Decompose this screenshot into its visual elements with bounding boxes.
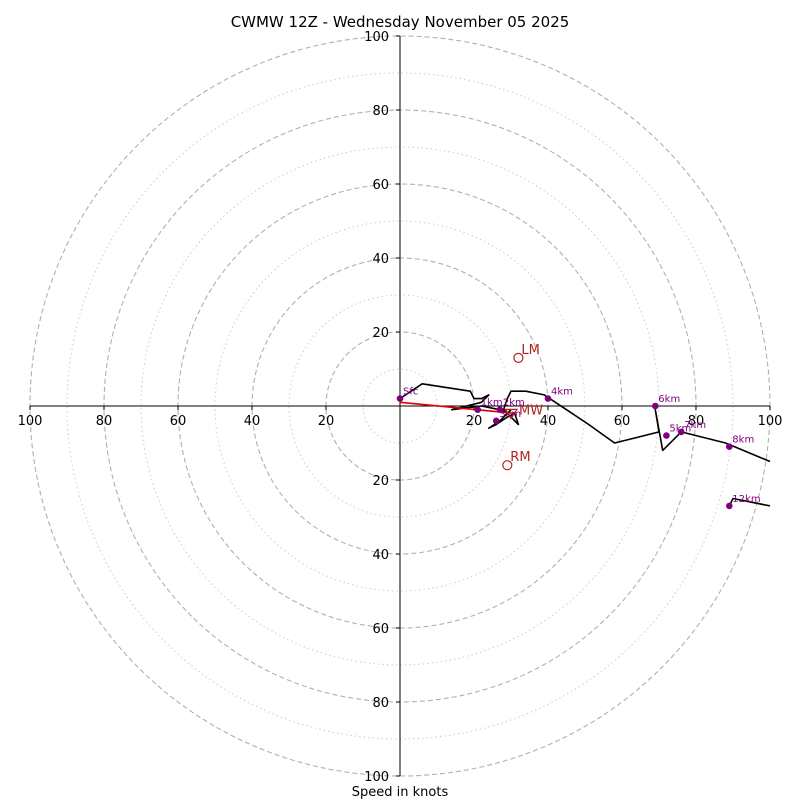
height-marker-8km: [726, 443, 733, 451]
x-tick-label: 60: [170, 414, 187, 429]
storm-marker-lm: [513, 352, 524, 363]
height-marker-4km: [544, 395, 552, 402]
y-tick-label: 40: [372, 548, 389, 563]
y-tick-label: 60: [372, 622, 389, 637]
x-tick-label: 80: [96, 414, 113, 429]
y-tick-label: 20: [372, 326, 389, 341]
x-tick-label: 40: [540, 414, 557, 429]
x-tick-label: 40: [244, 414, 261, 429]
y-tick-label: 20: [372, 474, 389, 489]
x-tick-label: 20: [466, 414, 483, 429]
storm-label-rm: RM: [510, 450, 530, 465]
height-label-8km: 8km: [732, 435, 754, 446]
y-tick-label: 100: [364, 770, 389, 785]
axes: [30, 36, 770, 776]
x-tick-label: 80: [688, 414, 705, 429]
x-tick-label: 60: [614, 414, 631, 429]
x-tick-label: 100: [758, 414, 783, 429]
height-label-7km: 7km: [684, 420, 706, 431]
height-label-4km: 4km: [551, 387, 573, 398]
profile-line: [399, 382, 771, 463]
x-tick-label: 20: [318, 414, 335, 429]
x-tick-label: 100: [18, 414, 43, 429]
y-tick-label: 80: [372, 696, 389, 711]
height-marker-6km: [652, 402, 659, 410]
y-tick-label: 40: [372, 252, 389, 267]
height-marker-sfc: [396, 395, 404, 402]
shear-vector-line: [399, 401, 515, 415]
tick-labels: 100 80 60 40 20 20 40 60 80 100 100 80 60 40 20 20 40 60 8…: [18, 30, 783, 785]
height-label-6km: 6km: [658, 394, 680, 405]
storm-marker-mw: [503, 408, 519, 420]
storm-marker-rm: [502, 460, 513, 471]
height-label-sfc: Sfc: [403, 387, 418, 398]
height-marker-3km: [492, 417, 500, 425]
height-label-2km: 2km: [503, 398, 525, 409]
chart-title: CWMW 12Z - Wednesday November 05 2025: [231, 13, 570, 31]
y-tick-label: 80: [372, 104, 389, 119]
storm-label-mw: MW: [519, 403, 543, 418]
storm-motion-markers: LM MW RM: [502, 343, 543, 471]
height-label-1km: 1km: [481, 398, 503, 409]
storm-label-lm: LM: [521, 343, 539, 358]
height-marker-1km: [474, 406, 482, 414]
x-axis-label: Speed in knots: [352, 785, 449, 800]
y-tick-label: 60: [372, 178, 389, 193]
height-marker-7km: [677, 428, 685, 436]
height-label-3km: 3km: [499, 409, 521, 420]
height-marker-12km: [726, 502, 733, 510]
y-tick-label: 100: [364, 30, 389, 45]
height-markers: Sfc1km2km3km4km5km6km7km8km12km: [396, 387, 761, 510]
shear-vector: [399, 401, 515, 415]
height-label-12km: 12km: [732, 494, 760, 505]
height-marker-2km: [496, 406, 504, 414]
height-marker-5km: [663, 432, 670, 439]
